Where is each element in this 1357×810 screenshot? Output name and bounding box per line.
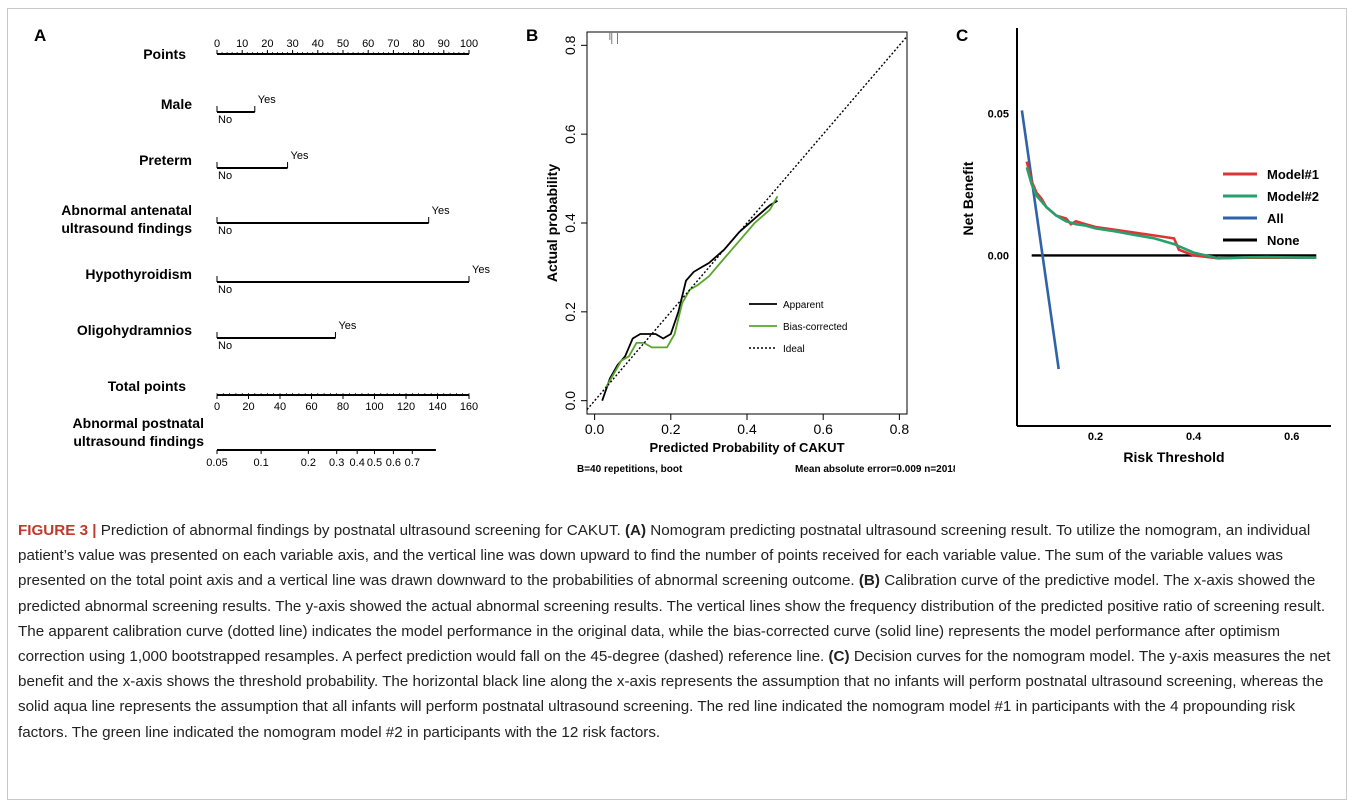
- series-line-all: [1020, 110, 1060, 370]
- probability-tick-label: 0.4: [350, 457, 365, 469]
- total-points-tick-label: 140: [428, 401, 446, 413]
- variable-label: Preterm: [139, 152, 192, 168]
- decision-curve-chart: 0.2 0.4 0.6 0.00 0.05 Risk Threshold Net Benef…: [960, 28, 1331, 465]
- legend-label: Model#1: [1267, 167, 1319, 182]
- points-axis-label: Points: [143, 46, 186, 62]
- probability-tick-label: 0.5: [367, 457, 382, 469]
- total-points-tick-label: 60: [305, 401, 317, 413]
- legend-label: Model#2: [1267, 189, 1319, 204]
- caption-bold-c: (C): [828, 648, 850, 666]
- y-axis-label: Net Benefit: [960, 161, 976, 235]
- caption-text-1: Prediction of abnormal findings by postn…: [96, 522, 625, 539]
- variable-level-label: Yes: [338, 320, 356, 332]
- legend-label: Bias-corrected: [783, 322, 847, 333]
- variable-label: Oligohydramnios: [77, 322, 192, 338]
- figure-label: FIGURE 3 |: [18, 522, 97, 539]
- caption-text-3: Calibration curve of the predictive mode…: [18, 572, 1326, 666]
- x-tick-label: 0.4: [737, 421, 757, 437]
- x-tick-label: 0.4: [1186, 431, 1202, 443]
- x-tick-label: 0.6: [1284, 431, 1299, 443]
- figure-caption: FIGURE 3 | Prediction of abnormal findin…: [18, 518, 1334, 745]
- variable-level-label: No: [218, 340, 232, 352]
- points-axis-tick-label: 100: [460, 38, 478, 50]
- total-points-tick-label: 120: [397, 401, 415, 413]
- y-tick-label: 0.0: [562, 391, 578, 411]
- panel-label-a: A: [34, 26, 47, 45]
- probability-axis-label: Abnormal postnatal: [73, 415, 204, 431]
- probability-tick-label: 0.1: [253, 457, 268, 469]
- legend-label: All: [1267, 211, 1284, 226]
- x-axis-label: Risk Threshold: [1123, 449, 1224, 465]
- points-axis-tick-label: 30: [286, 38, 298, 50]
- points-axis-tick-label: 60: [362, 38, 374, 50]
- legend-label: Ideal: [783, 344, 805, 355]
- variable-level-label: No: [218, 170, 232, 182]
- variable-label: ultrasound findings: [61, 220, 192, 236]
- variable-level-label: No: [218, 114, 232, 126]
- y-axis-label: Actual probability: [544, 164, 560, 282]
- y-tick-label: 0.6: [562, 124, 578, 144]
- total-points-tick-label: 0: [214, 401, 220, 413]
- x-tick-label: 0.6: [813, 421, 833, 437]
- x-tick-label: 0.2: [661, 421, 681, 437]
- legend-label: Apparent: [783, 300, 824, 311]
- points-axis-tick-label: 20: [261, 38, 273, 50]
- variable-level-label: Yes: [291, 150, 309, 162]
- variable-level-label: Yes: [472, 264, 490, 276]
- x-axis-label: Predicted Probability of CAKUT: [649, 440, 844, 455]
- calibration-chart: 0.0 0.2 0.4 0.6 0.8 0.0 0.2 0.4 0.6 0.8 Predicted …: [544, 31, 955, 475]
- caption-text-2: Nomogram predicting postnatal ultrasound…: [18, 522, 1311, 590]
- total-points-axis-label: Total points: [108, 378, 186, 394]
- series-line-bias-corrected: [605, 195, 779, 388]
- total-points-tick-label: 80: [337, 401, 349, 413]
- y-tick-label: 0.2: [562, 302, 578, 322]
- x-tick-label: 0.0: [585, 421, 605, 437]
- y-tick-label: 0.4: [562, 213, 578, 233]
- points-axis-tick-label: 80: [412, 38, 424, 50]
- variable-level-label: Yes: [432, 205, 450, 217]
- points-axis-tick-label: 90: [438, 38, 450, 50]
- variable-level-label: No: [218, 225, 232, 237]
- series-line-ideal: [586, 35, 908, 411]
- variable-level-label: Yes: [258, 94, 276, 106]
- footnote-left: B=40 repetitions, boot: [577, 464, 683, 475]
- caption-text-4: Decision curves for the nomogram model. …: [18, 648, 1331, 741]
- variable-label: Male: [161, 96, 192, 112]
- figure-frame: [7, 8, 1347, 800]
- y-tick-label: 0.05: [988, 108, 1009, 120]
- total-points-tick-label: 40: [274, 401, 286, 413]
- y-tick-label: 0.8: [562, 35, 578, 55]
- probability-tick-label: 0.7: [405, 457, 420, 469]
- probability-tick-label: 0.3: [329, 457, 344, 469]
- variable-label: Hypothyroidism: [85, 266, 192, 282]
- total-points-tick-label: 160: [460, 401, 478, 413]
- caption-bold-a: (A): [624, 522, 647, 539]
- probability-axis-label: ultrasound findings: [73, 433, 204, 449]
- variable-level-label: No: [218, 284, 232, 296]
- points-axis-tick-label: 0: [214, 38, 220, 50]
- variable-label: Abnormal antenatal: [61, 202, 192, 218]
- probability-tick-label: 0.2: [301, 457, 316, 469]
- caption-bold-b: (B): [858, 572, 880, 590]
- probability-tick-label: 0.6: [386, 457, 401, 469]
- footnote-right: Mean absolute error=0.009 n=2018: [795, 464, 955, 475]
- panel-label-b: B: [526, 26, 539, 45]
- total-points-tick-label: 100: [365, 401, 383, 413]
- panel-label-c: C: [956, 26, 969, 45]
- points-axis-tick-label: 10: [236, 38, 248, 50]
- nomogram-chart: Points 0 10 20 30 40 50 60 70 80 90 100 Male No Yes Pre…: [61, 38, 490, 469]
- legend-label: None: [1267, 233, 1300, 248]
- points-axis-tick-label: 70: [387, 38, 399, 50]
- probability-tick-label: 0.05: [206, 457, 227, 469]
- series-line-apparent: [601, 200, 778, 401]
- x-tick-label: 0.8: [890, 421, 910, 437]
- points-axis-tick-label: 50: [337, 38, 349, 50]
- points-axis-tick-label: 40: [312, 38, 324, 50]
- total-points-tick-label: 20: [242, 401, 254, 413]
- series-line-model2: [1025, 166, 1317, 260]
- y-tick-label: 0.00: [988, 250, 1009, 262]
- x-tick-label: 0.2: [1088, 431, 1103, 443]
